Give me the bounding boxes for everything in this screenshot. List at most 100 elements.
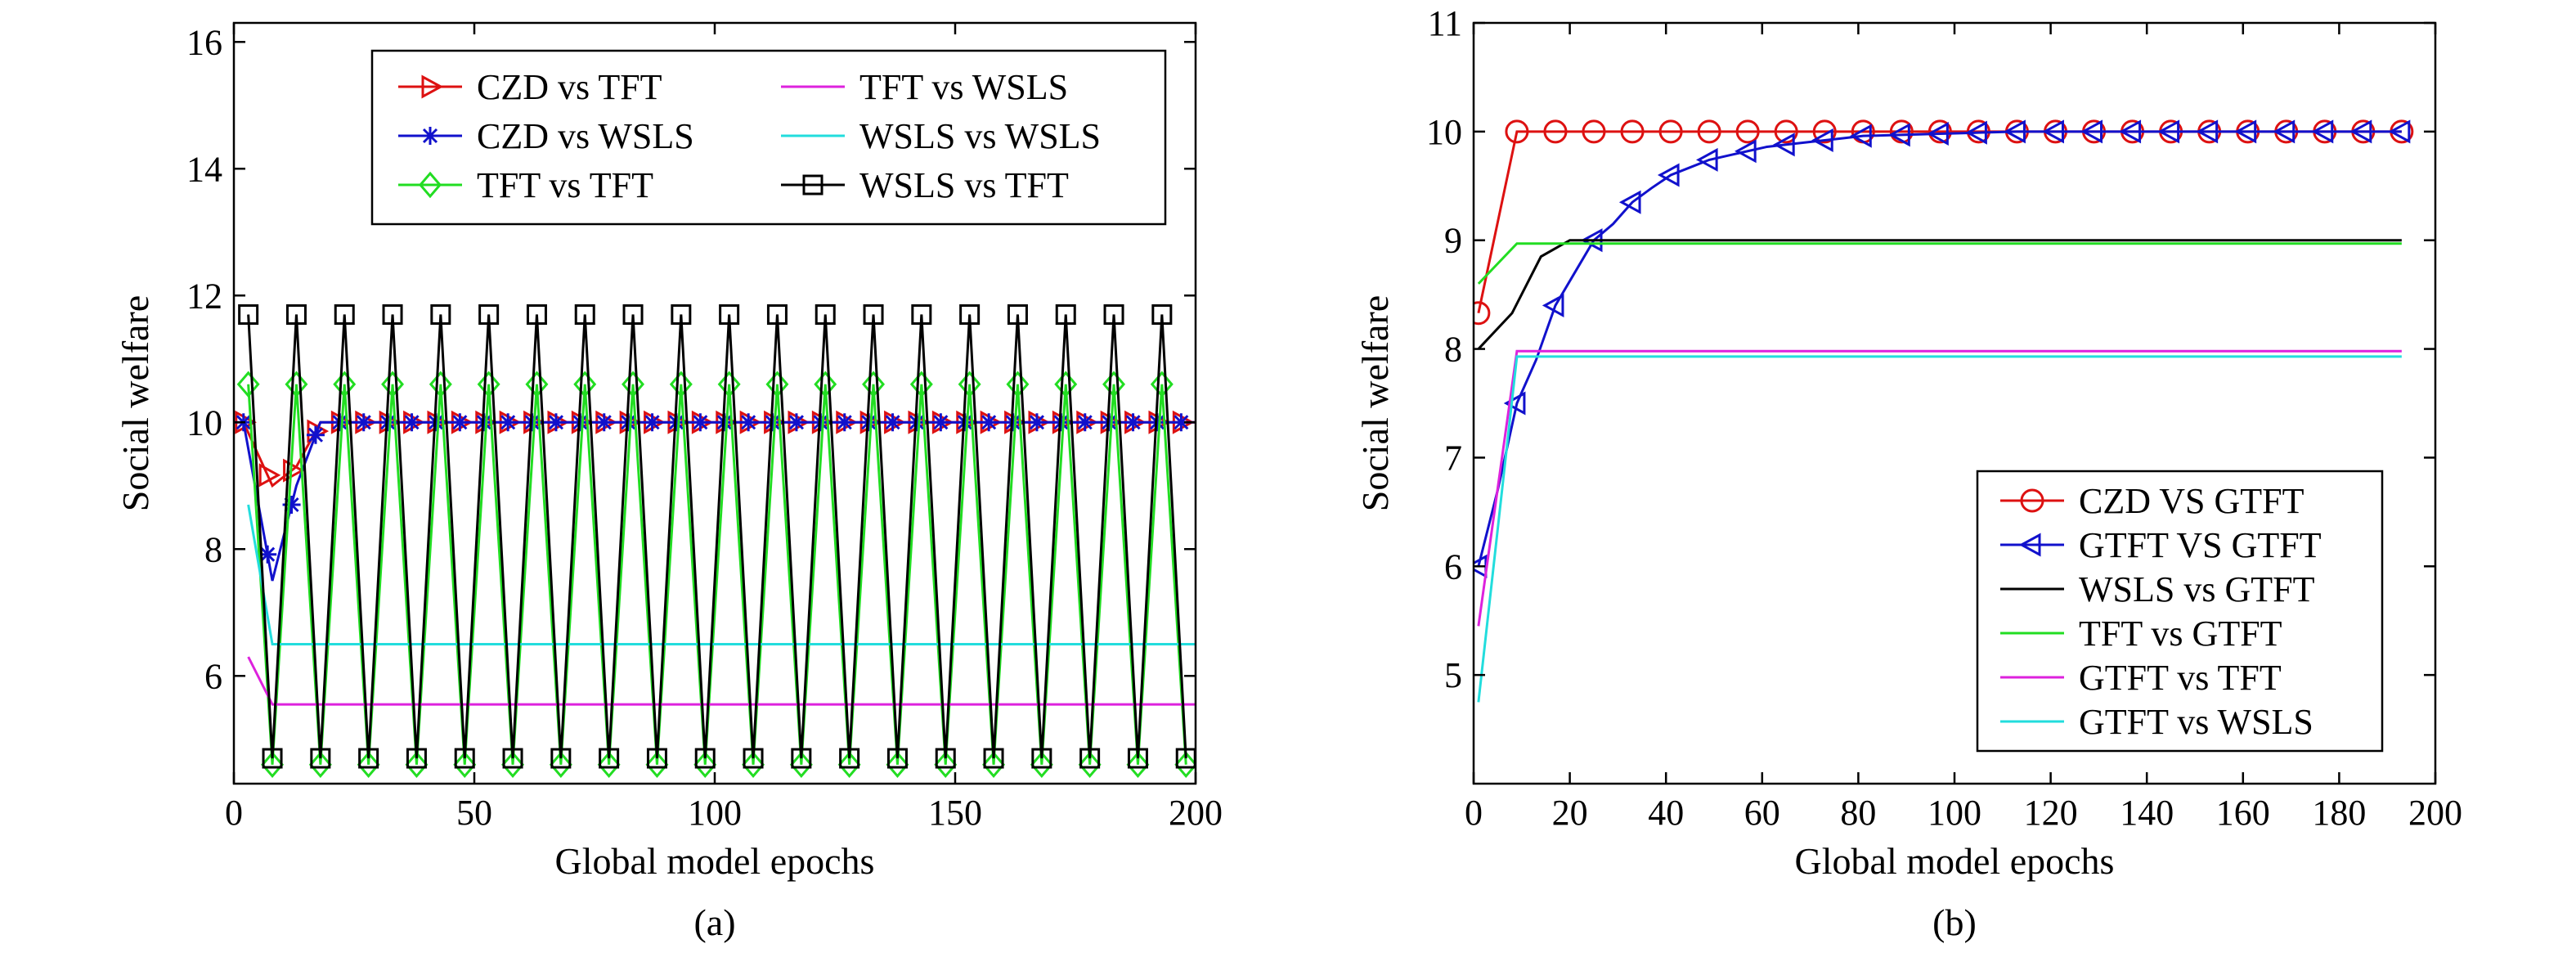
point-czd-vs-wsls-marker [306,425,325,444]
point-wsls-vs-tft-marker [310,748,331,769]
x-tick-label: 80 [1840,793,1876,833]
legend-box [1976,470,2384,753]
series-line-gtft-vs-tft [1477,349,2402,627]
panel-label: (a) [693,901,735,943]
x-tick-label: 0 [225,793,243,833]
point-tft-vs-tft-marker [453,751,477,779]
point-tft-vs-tft-marker [357,751,380,779]
point-tft-vs-tft-marker [1126,751,1150,779]
point-czd-vs-wsls-marker [1027,413,1046,432]
point-czd-vs-wsls-marker [980,413,999,432]
point-tft-vs-tft-marker [1030,751,1053,779]
point-tft-vs-tft-marker [285,371,308,398]
legend-entry-tft-vs-wsls: TFT vs WSLS [781,67,1068,107]
point-gtft-vs-gtft-marker [2273,119,2296,144]
point-czd-vs-wsls-marker [354,413,373,432]
point-tft-vs-tft-marker [837,751,861,779]
point-czd-vs-gtft-marker [1474,301,1491,326]
legend-label: WSLS vs GTFT [2079,569,2315,609]
point-czd-vs-wsls-marker [739,413,758,432]
point-tft-vs-tft-marker [693,751,717,779]
y-tick-label: 10 [186,402,222,443]
legend-label: GTFT vs TFT [2079,658,2282,698]
point-wsls-vs-tft-marker [839,748,860,769]
series-line-wsls-vs-tft [247,314,1187,759]
point-tft-vs-tft-marker [622,371,645,398]
point-wsls-vs-tft-marker [1151,304,1173,325]
legend-wsls-vs-tft-marker [802,174,824,196]
legend-czd-vs-gtft-marker [2020,488,2044,513]
legend-entry-wsls-vs-gtft: WSLS vs GTFT [2000,569,2315,609]
x-tick-label: 150 [928,793,982,833]
point-wsls-vs-tft-marker [285,304,307,325]
point-wsls-vs-tft-marker [502,748,523,769]
point-gtft-vs-gtft-marker [2119,119,2142,144]
legend-entry-gtft-vs-wsls: GTFT vs WSLS [2000,702,2313,742]
series-line-tft-vs-tft [247,384,1187,765]
point-czd-vs-wsls-marker [787,413,806,432]
point-czd-vs-wsls-marker [451,413,469,432]
point-wsls-vs-tft-marker [550,748,572,769]
point-gtft-vs-gtft-marker [1657,163,1680,187]
point-tft-vs-tft-marker [909,371,933,398]
x-tick-label: 100 [1928,793,1981,833]
point-wsls-vs-tft-marker [1055,304,1076,325]
point-tft-vs-tft-marker [862,371,886,398]
point-gtft-vs-gtft-marker [2234,119,2257,144]
point-czd-vs-tft-marker [258,463,281,488]
point-wsls-vs-tft-marker [238,304,259,325]
point-tft-vs-tft-marker [814,371,837,398]
point-gtft-vs-gtft-marker [1965,120,1987,145]
point-wsls-vs-tft-marker [646,748,667,769]
point-wsls-vs-tft-marker [935,748,956,769]
point-gtft-vs-gtft-marker [2080,119,2103,144]
y-tick-label: 8 [1444,330,1462,370]
point-czd-vs-wsls-marker [931,413,950,432]
point-tft-vs-tft-marker [333,371,357,398]
point-tft-vs-tft-marker [261,751,285,779]
point-wsls-vs-tft-marker [334,304,355,325]
point-gtft-vs-gtft-marker [1618,190,1641,214]
legend-box [370,49,1167,226]
point-tft-vs-tft-marker [429,371,452,398]
y-tick-label: 12 [186,276,222,316]
point-wsls-vs-tft-marker [358,748,379,769]
point-wsls-vs-tft-marker [1007,304,1028,325]
point-tft-vs-tft-marker [742,751,765,779]
legend-label: TFT vs WSLS [859,67,1068,107]
legend-label: GTFT VS GTFT [2079,525,2322,565]
series-wsls-vs-tft [238,304,1196,769]
point-tft-vs-tft-marker [405,751,429,779]
point-wsls-vs-tft-marker [911,304,932,325]
point-wsls-vs-tft-marker [959,304,981,325]
legend-czd-vs-tft-marker [421,74,444,99]
point-gtft-vs-gtft-marker [1695,147,1718,172]
point-czd-vs-gtft-marker [1658,119,1683,144]
point-czd-vs-gtft-marker [1620,119,1645,144]
point-gtft-vs-gtft-marker [2349,119,2372,144]
legend-entry-gtft-vs-tft: GTFT vs TFT [2000,658,2282,698]
point-gtft-vs-gtft-marker [1503,391,1526,416]
series-line-tft-vs-wsls [247,656,1196,706]
y-tick-label: 11 [1428,3,1462,43]
point-gtft-vs-gtft-marker [2004,119,2026,144]
point-wsls-vs-tft-marker [815,304,836,325]
legend-label: CZD vs WSLS [477,116,694,156]
point-wsls-vs-tft-marker [766,304,788,325]
point-tft-vs-tft-marker [1006,371,1030,398]
point-czd-vs-wsls-marker [883,413,902,432]
x-tick-label: 160 [2216,793,2270,833]
y-tick-label: 10 [1426,112,1462,152]
point-gtft-vs-gtft-marker [1811,128,1833,153]
series-tft-vs-wsls [247,656,1196,706]
point-czd-vs-wsls-marker [1124,413,1142,432]
point-tft-vs-tft-marker [597,751,621,779]
x-tick-label: 50 [456,793,492,833]
point-tft-vs-tft-marker [958,371,981,398]
y-tick-label: 7 [1444,438,1462,478]
chart-panel-b: 0 20 40 60 80 100 120 140 160 180 200 5 6 7 8 9 10 11 Glob… [1354,3,2462,943]
point-czd-vs-wsls-marker [546,413,565,432]
point-tft-vs-tft-marker [573,371,597,398]
point-czd-vs-gtft-marker [1774,119,1798,144]
